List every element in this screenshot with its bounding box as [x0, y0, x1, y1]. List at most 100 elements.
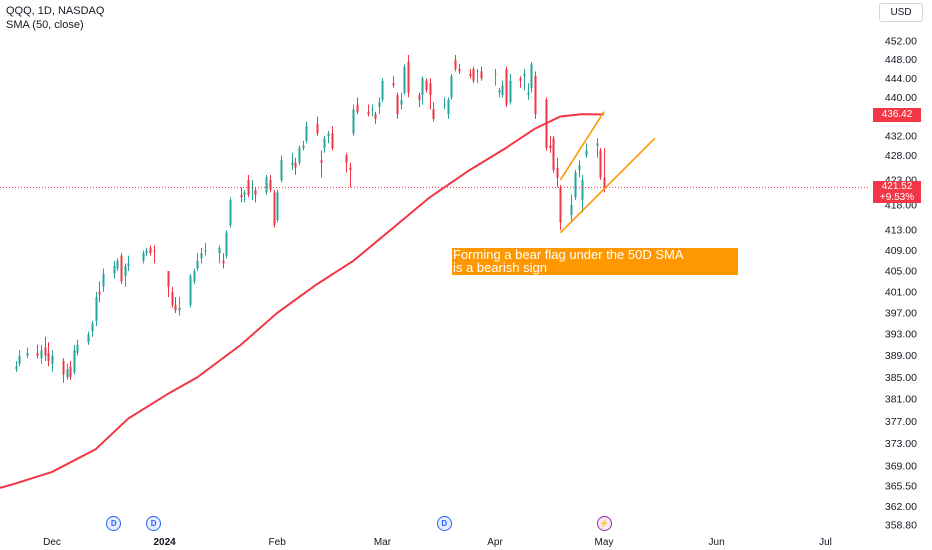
candle[interactable] [204, 242, 207, 256]
candle[interactable] [153, 245, 156, 264]
candle[interactable] [40, 344, 43, 364]
candle[interactable] [69, 361, 72, 381]
candle[interactable] [519, 76, 522, 88]
candle[interactable] [167, 271, 170, 298]
candle[interactable] [200, 247, 203, 264]
candle[interactable] [458, 64, 461, 74]
candle[interactable] [429, 78, 432, 110]
candle[interactable] [91, 320, 94, 337]
candle[interactable] [523, 69, 526, 91]
candle[interactable] [229, 197, 232, 228]
candle[interactable] [120, 253, 123, 285]
dividend-icon[interactable]: D [436, 516, 452, 531]
candle[interactable] [480, 66, 483, 81]
candle[interactable] [44, 336, 47, 362]
candle[interactable] [374, 111, 377, 124]
candle[interactable] [400, 92, 403, 110]
candle[interactable] [218, 245, 221, 264]
candle[interactable] [371, 104, 374, 117]
candle[interactable] [145, 247, 148, 256]
candle[interactable] [116, 258, 119, 272]
candle[interactable] [95, 291, 98, 327]
candle[interactable] [509, 73, 512, 105]
candle[interactable] [26, 347, 29, 359]
candle[interactable] [527, 83, 530, 100]
candle[interactable] [425, 78, 428, 93]
candle[interactable] [345, 152, 348, 173]
candle[interactable] [193, 268, 196, 285]
candle[interactable] [196, 253, 199, 272]
candle[interactable] [247, 175, 250, 198]
candle[interactable] [113, 260, 116, 279]
candle[interactable] [280, 155, 283, 183]
candle[interactable] [381, 78, 384, 103]
candle[interactable] [498, 87, 501, 98]
candle[interactable] [396, 92, 399, 119]
candle[interactable] [127, 255, 130, 272]
candle[interactable] [476, 69, 479, 84]
text-annotation[interactable]: Forming a bear flag under the 50D SMA is… [452, 248, 738, 275]
candle[interactable] [581, 175, 584, 213]
candle[interactable] [574, 170, 577, 200]
candle[interactable] [251, 179, 254, 200]
candle[interactable] [570, 194, 573, 223]
candle[interactable] [443, 97, 446, 110]
candle[interactable] [534, 71, 537, 119]
candle[interactable] [418, 92, 421, 107]
candle[interactable] [556, 157, 559, 188]
candle[interactable] [327, 131, 330, 144]
candle[interactable] [356, 97, 359, 115]
dividend-icon[interactable]: D [146, 516, 162, 531]
candle[interactable] [269, 175, 272, 193]
candle[interactable] [316, 116, 319, 136]
candle[interactable] [559, 184, 562, 231]
candle[interactable] [51, 350, 54, 372]
candle[interactable] [76, 339, 79, 356]
candle[interactable] [599, 148, 602, 180]
candle[interactable] [273, 189, 276, 228]
candle[interactable] [36, 344, 39, 359]
candle[interactable] [530, 61, 533, 93]
candle[interactable] [323, 135, 326, 153]
candle[interactable] [450, 73, 453, 100]
flag-trend-line[interactable] [559, 111, 605, 181]
candle[interactable] [585, 143, 588, 158]
flag-trend-line[interactable] [559, 137, 656, 234]
candle[interactable] [15, 361, 18, 372]
candle[interactable] [222, 253, 225, 269]
candle[interactable] [66, 363, 69, 381]
candle[interactable] [243, 189, 246, 203]
flag-drawing-layer[interactable] [559, 111, 656, 234]
candle[interactable] [403, 64, 406, 96]
candle[interactable] [603, 148, 606, 193]
candle[interactable] [367, 104, 370, 117]
dividend-icon[interactable]: D [106, 516, 122, 531]
candle[interactable] [291, 152, 294, 171]
candle[interactable] [225, 230, 228, 259]
currency-button[interactable]: USD [879, 3, 923, 22]
indicator-title[interactable]: SMA (50, close) [6, 19, 84, 31]
candle[interactable] [102, 268, 105, 292]
candle[interactable] [124, 263, 127, 287]
candle[interactable] [454, 54, 457, 72]
candle[interactable] [254, 187, 257, 203]
candle[interactable] [47, 342, 50, 367]
symbol-title[interactable]: QQQ, 1D, NASDAQ [6, 5, 105, 17]
candle[interactable] [18, 350, 21, 367]
candle[interactable] [320, 150, 323, 178]
candle[interactable] [578, 160, 581, 178]
candle[interactable] [298, 145, 301, 166]
candle[interactable] [378, 97, 381, 115]
sma-line[interactable] [0, 113, 605, 489]
candle[interactable] [98, 281, 101, 303]
candle[interactable] [494, 69, 497, 86]
candle[interactable] [302, 140, 305, 151]
candle[interactable] [447, 97, 450, 119]
candle[interactable] [349, 162, 352, 188]
candle[interactable] [171, 286, 174, 308]
candle[interactable] [469, 69, 472, 79]
candle[interactable] [149, 245, 152, 256]
lightning-icon[interactable]: ⚡ [596, 516, 612, 531]
candle[interactable] [294, 157, 297, 176]
